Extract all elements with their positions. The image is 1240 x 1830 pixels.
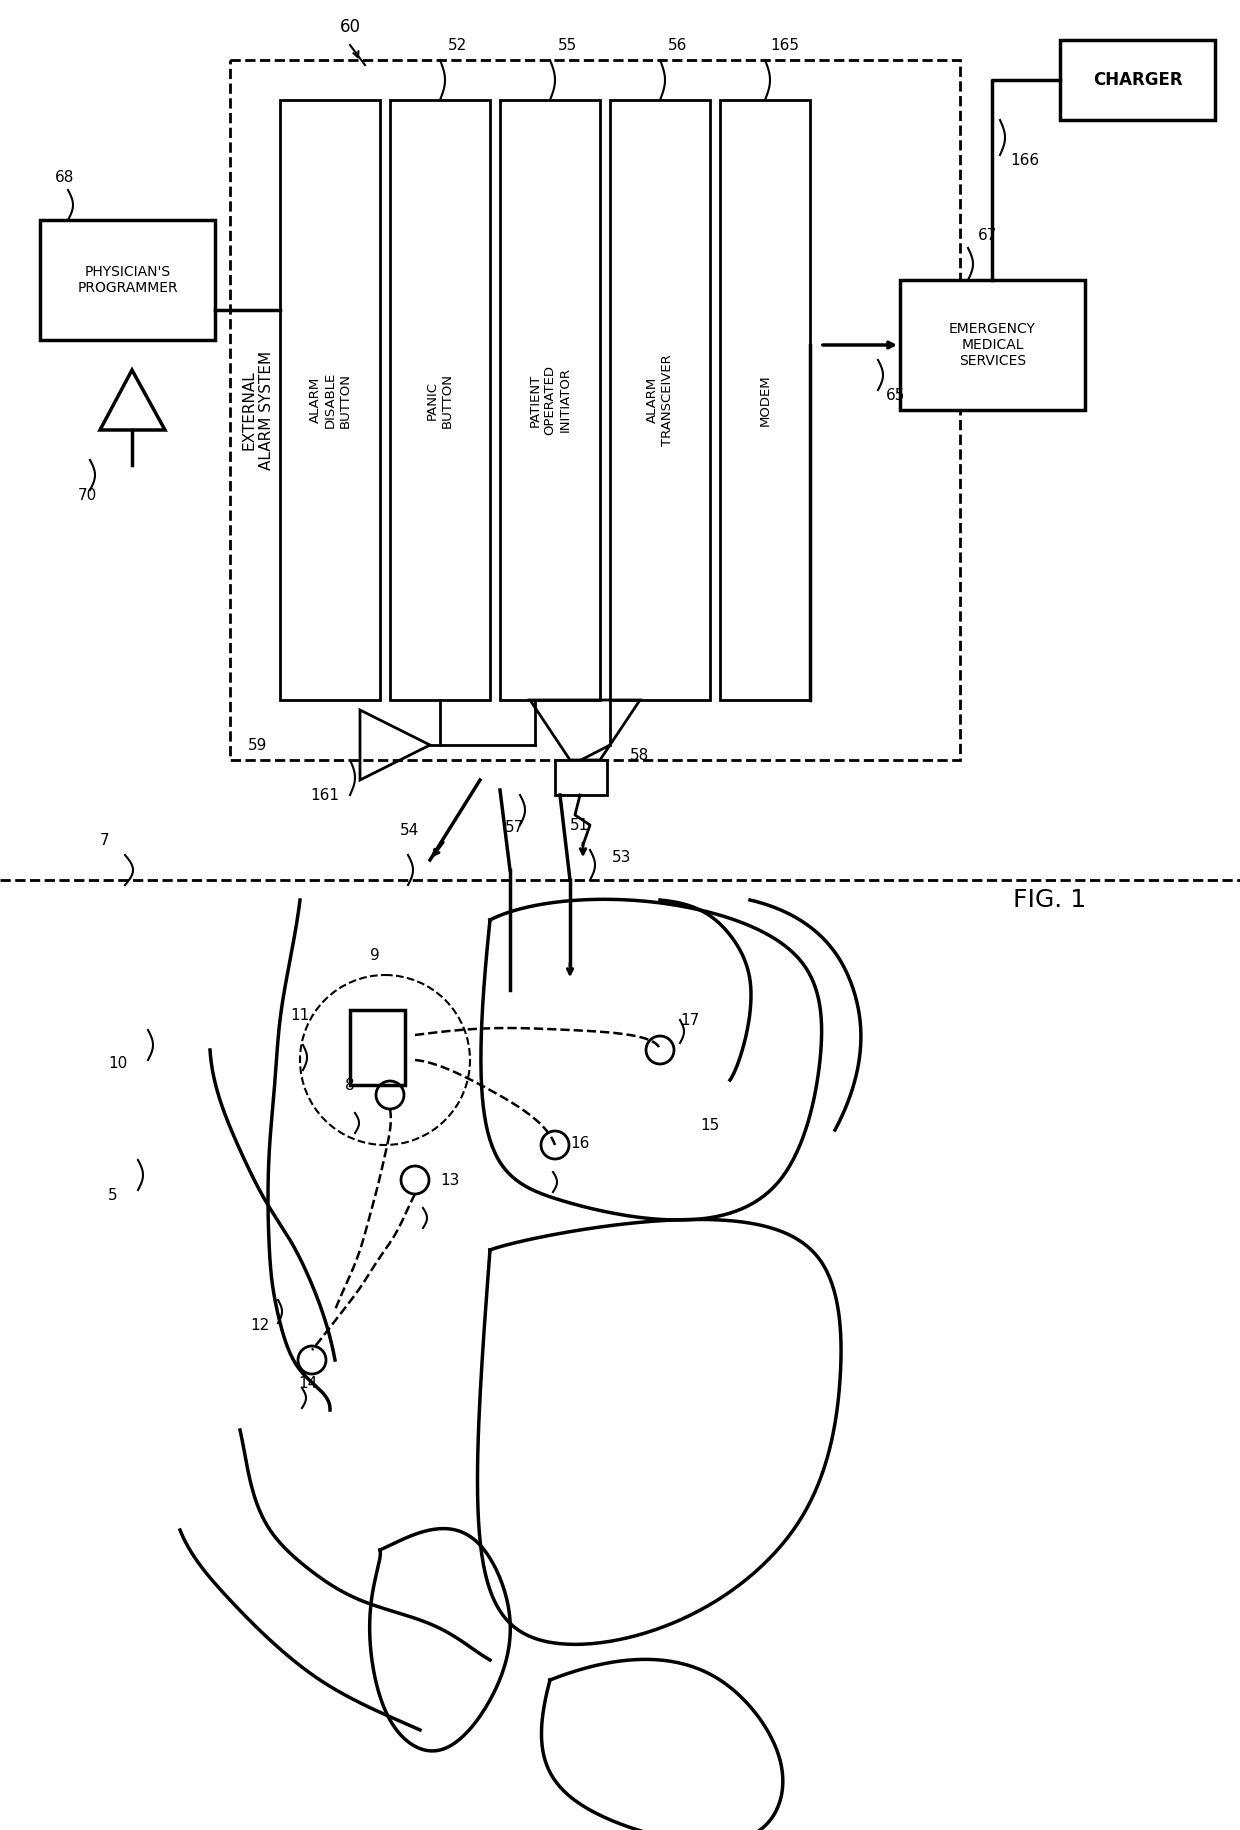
Text: PANIC
BUTTON: PANIC BUTTON xyxy=(427,373,454,428)
Text: 11: 11 xyxy=(290,1008,309,1023)
Text: 57: 57 xyxy=(505,820,525,834)
Text: 9: 9 xyxy=(370,948,379,963)
Text: 68: 68 xyxy=(55,170,74,185)
Text: 67: 67 xyxy=(978,229,997,243)
Bar xyxy=(720,101,810,701)
Text: ALARM
DISABLE
BUTTON: ALARM DISABLE BUTTON xyxy=(309,371,351,428)
Bar xyxy=(350,1010,405,1085)
Text: 16: 16 xyxy=(570,1136,589,1151)
Bar xyxy=(40,220,215,340)
Text: MODEM: MODEM xyxy=(759,373,771,426)
Text: 12: 12 xyxy=(250,1318,269,1332)
Text: 53: 53 xyxy=(613,849,631,866)
Bar xyxy=(391,101,490,701)
Text: 8: 8 xyxy=(345,1078,355,1093)
Text: 15: 15 xyxy=(701,1118,719,1133)
Text: 56: 56 xyxy=(668,38,687,53)
Text: CHARGER: CHARGER xyxy=(1092,71,1182,90)
Text: 13: 13 xyxy=(440,1173,459,1188)
Text: 5: 5 xyxy=(108,1188,118,1202)
Text: PATIENT
OPERATED
INITIATOR: PATIENT OPERATED INITIATOR xyxy=(528,364,572,436)
Text: 52: 52 xyxy=(448,38,467,53)
Text: 59: 59 xyxy=(248,737,268,752)
Text: EMERGENCY
MEDICAL
SERVICES: EMERGENCY MEDICAL SERVICES xyxy=(949,322,1035,368)
Text: EXTERNAL
ALARM SYSTEM: EXTERNAL ALARM SYSTEM xyxy=(242,350,274,470)
Bar xyxy=(500,101,600,701)
Bar xyxy=(280,101,379,701)
Text: 65: 65 xyxy=(887,388,905,403)
Text: 51: 51 xyxy=(570,818,589,833)
Text: 10: 10 xyxy=(108,1056,128,1071)
Text: 166: 166 xyxy=(1011,154,1039,168)
Text: 165: 165 xyxy=(770,38,799,53)
Text: 14: 14 xyxy=(298,1376,317,1391)
Bar xyxy=(610,101,711,701)
Text: 58: 58 xyxy=(630,748,650,763)
Text: 7: 7 xyxy=(100,833,109,847)
Text: 54: 54 xyxy=(401,824,419,838)
Bar xyxy=(1060,40,1215,121)
Text: FIG. 1: FIG. 1 xyxy=(1013,888,1086,911)
Text: 60: 60 xyxy=(340,18,361,37)
Bar xyxy=(900,280,1085,410)
Text: PHYSICIAN'S
PROGRAMMER: PHYSICIAN'S PROGRAMMER xyxy=(77,265,177,295)
Text: ALARM
TRANSCEIVER: ALARM TRANSCEIVER xyxy=(646,355,675,447)
Text: 161: 161 xyxy=(310,789,339,803)
Text: 70: 70 xyxy=(78,489,97,503)
Text: 55: 55 xyxy=(558,38,578,53)
Text: 17: 17 xyxy=(680,1014,699,1028)
Bar xyxy=(229,60,960,759)
Bar xyxy=(556,759,608,794)
